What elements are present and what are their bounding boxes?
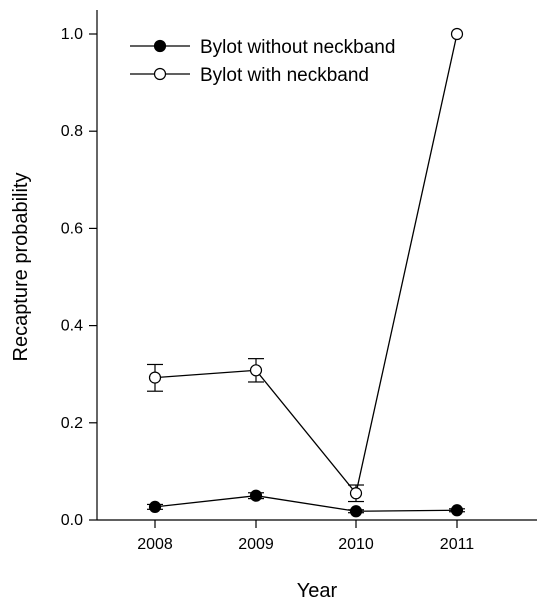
data-point <box>349 505 363 518</box>
series-line <box>154 33 458 495</box>
y-tick-label: 0.2 <box>61 415 83 432</box>
legend-label: Bylot without neckband <box>200 37 395 58</box>
x-tick-label: 2008 <box>137 536 173 553</box>
x-axis-title: Year <box>297 580 338 602</box>
data-point <box>349 487 363 500</box>
series-layer <box>147 27 465 518</box>
series-1 <box>147 489 465 518</box>
y-tick-label: 0.0 <box>61 512 83 529</box>
legend-label: Bylot with neckband <box>200 65 369 86</box>
y-ticks: 0.0 0.2 0.4 0.6 0.8 1.0 <box>61 26 97 529</box>
y-tick-label: 0.6 <box>61 220 83 237</box>
series-2 <box>147 27 464 503</box>
y-tick-label: 0.4 <box>61 318 83 335</box>
y-axis-title: Recapture probability <box>10 173 32 362</box>
legend-marker <box>153 67 167 81</box>
legend-marker <box>153 39 167 53</box>
data-point <box>249 489 263 502</box>
legend: Bylot without neckband Bylot with neckban… <box>130 37 395 86</box>
x-ticks: 2008 2009 2010 2011 <box>137 520 474 553</box>
x-tick-label: 2011 <box>440 536 475 553</box>
y-tick-label: 0.8 <box>61 123 83 140</box>
data-point <box>148 371 162 384</box>
x-tick-label: 2010 <box>338 536 374 553</box>
x-tick-label: 2009 <box>238 536 274 553</box>
axes <box>96 10 537 521</box>
data-point <box>450 504 464 517</box>
data-point <box>450 27 464 41</box>
y-tick-label: 1.0 <box>61 26 83 43</box>
data-point <box>148 500 162 513</box>
data-point <box>249 364 263 377</box>
series-line <box>154 495 458 512</box>
